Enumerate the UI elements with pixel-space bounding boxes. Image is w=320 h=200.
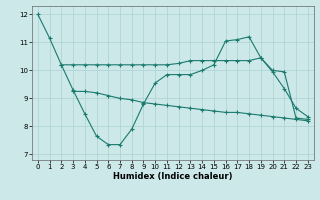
X-axis label: Humidex (Indice chaleur): Humidex (Indice chaleur) — [113, 172, 233, 181]
